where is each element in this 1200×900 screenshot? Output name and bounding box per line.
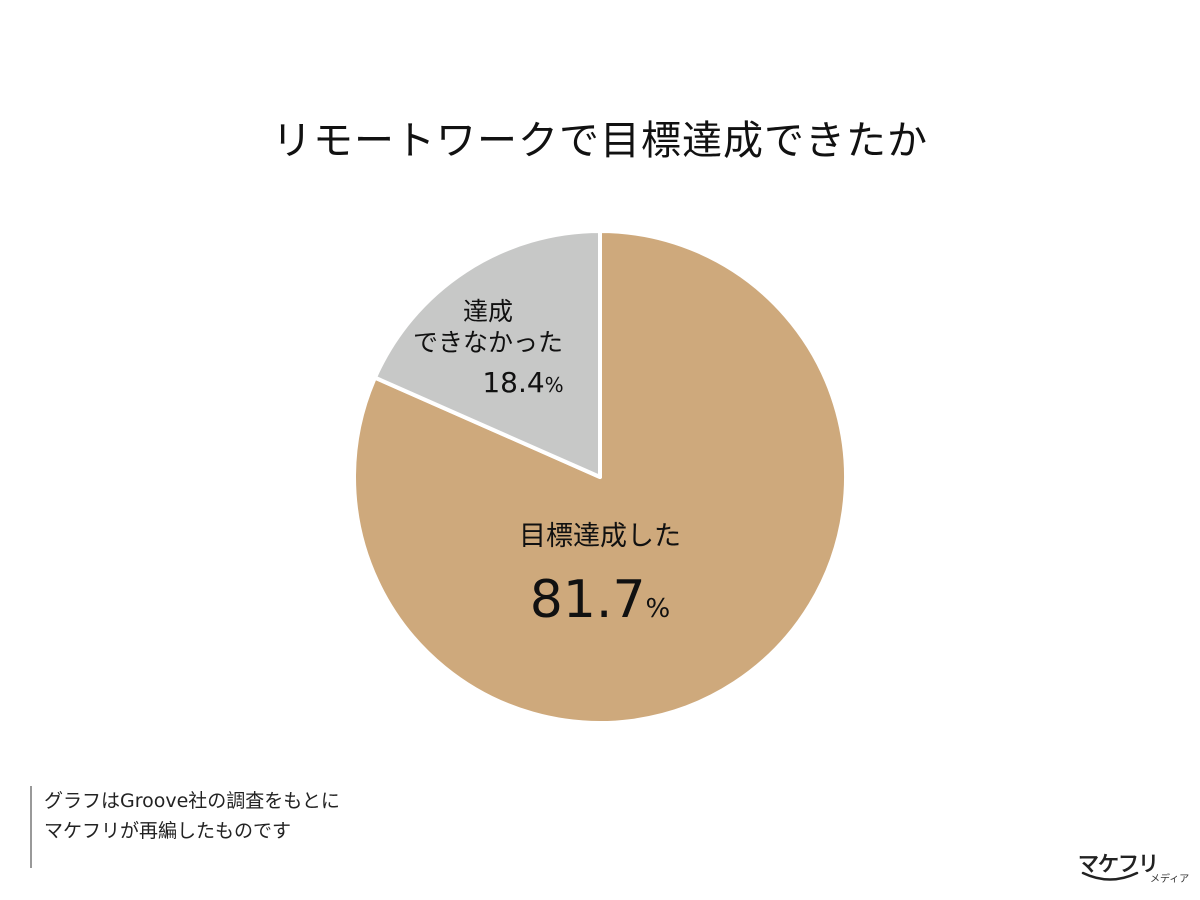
slice-unit-achieved: % [645, 593, 671, 624]
source-note-line-1: グラフはGroove社の調査をもとに [44, 790, 340, 812]
brand-logo: マケフリ メディア [1078, 848, 1190, 888]
brand-logo-text: マケフリ [1078, 852, 1159, 876]
slice-label-achieved: 目標達成した 81.7% [450, 520, 750, 633]
slice-unit-not-achieved: % [544, 372, 564, 397]
pie-slice-achieved [352, 229, 848, 725]
smile-icon [1081, 871, 1139, 881]
brand-logo-subtext: メディア [1150, 874, 1190, 885]
slice-value-not-achieved: 18.4 [482, 365, 545, 399]
chart-title: リモートワークで目標達成できたか [272, 118, 928, 164]
slice-value-achieved: 81.7 [529, 569, 646, 630]
slice-label-not-achieved: 達成 できなかった 18.4% [368, 296, 608, 400]
source-note-line-2: マケフリが再編したものです [44, 820, 292, 842]
slice-label-not-achieved-line1: 達成 [462, 297, 513, 326]
slice-label-achieved-text: 目標達成した [519, 521, 681, 552]
source-note: グラフはGroove社の調査をもとに マケフリが再編したものです [30, 786, 340, 868]
slice-label-not-achieved-line2: できなかった [412, 328, 563, 358]
pie-slice-not-achieved [372, 229, 602, 479]
